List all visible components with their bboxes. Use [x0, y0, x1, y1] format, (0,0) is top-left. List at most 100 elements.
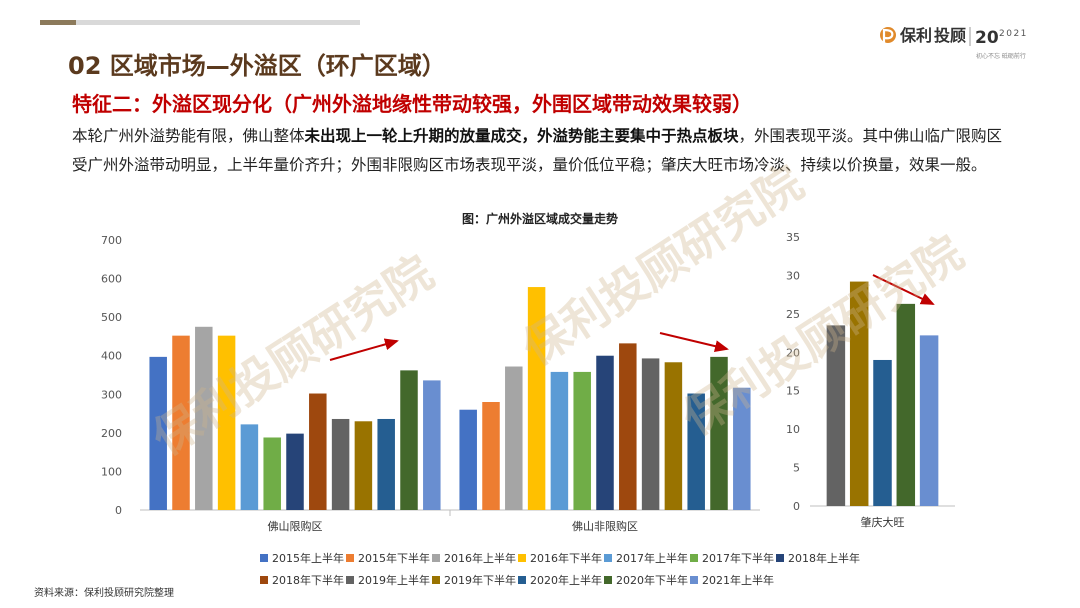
y-tick-label: 30	[786, 269, 800, 282]
legend-swatch	[690, 554, 698, 562]
bar	[505, 366, 523, 510]
bar	[459, 409, 477, 510]
bar	[550, 371, 569, 510]
bar	[919, 335, 939, 506]
y-tick-label: 0	[115, 504, 122, 517]
top-decor-accent	[40, 20, 76, 25]
feature-title: 特征二：外溢区现分化（广州外溢地缘性带动较强，外围区域带动效果较弱）	[72, 92, 752, 116]
legend-swatch	[690, 576, 698, 584]
legend-swatch	[776, 554, 784, 562]
y-tick-label: 0	[793, 500, 800, 513]
brand-logo-slogan: 初心不忘 砥砺前行	[976, 52, 1026, 60]
bar	[687, 393, 705, 510]
bar	[641, 358, 660, 510]
bar	[400, 370, 418, 510]
legend-label: 2020年上半年	[530, 573, 602, 587]
brand-logo-anniversary: 20	[975, 28, 999, 48]
y-tick-label: 25	[786, 308, 800, 321]
legend-swatch	[604, 576, 612, 584]
chart-zhaoqing: 0 5 10 15 20 25 30 35 肇庆大旺	[786, 231, 955, 529]
chart-legend: 2015年上半年 2015年下半年 2016年上半年 2016年下半年 2017年上半年…	[260, 551, 860, 587]
bar	[423, 380, 441, 510]
legend-label: 2018年下半年	[272, 573, 344, 587]
bar	[596, 355, 614, 510]
legend-label: 2021年上半年	[702, 573, 774, 587]
bar	[377, 418, 395, 510]
bar	[527, 287, 546, 510]
bar	[619, 343, 637, 510]
top-decor-bar	[40, 20, 360, 25]
para-text-1: 本轮广州外溢势能有限，佛山整体	[72, 127, 305, 145]
y-tick-label: 10	[786, 423, 800, 436]
para-text-2: ，外围表现平淡。其中佛山临广限购区受广州外溢带动明显，上半年量价齐升；外围非限购…	[72, 127, 1003, 174]
legend-label: 2016年上半年	[444, 551, 516, 565]
bar	[172, 335, 190, 510]
trend-arrows	[329, 274, 935, 361]
bar	[240, 424, 259, 510]
bar	[710, 356, 728, 510]
bar	[482, 402, 500, 510]
y-tick-label: 200	[101, 427, 122, 440]
bar	[331, 418, 350, 510]
brand-logo-year: 2021	[999, 29, 1028, 39]
x-tick-label: 佛山限购区	[268, 519, 323, 533]
legend-label: 2015年下半年	[358, 551, 430, 565]
bar	[354, 421, 373, 510]
y-tick-label: 15	[786, 385, 800, 398]
brand-logo-name: 保利	[899, 26, 932, 45]
bar	[217, 335, 236, 510]
legend-label: 2016年下半年	[530, 551, 602, 565]
y-tick-label: 500	[101, 311, 122, 324]
legend-swatch	[432, 554, 440, 562]
legend-label: 2019年上半年	[358, 573, 430, 587]
bar	[873, 359, 892, 506]
y-tick-label: 100	[101, 465, 122, 478]
legend-swatch	[260, 576, 268, 584]
legend-swatch	[518, 554, 526, 562]
legend-label: 2015年上半年	[272, 551, 344, 565]
y-tick-label: 5	[793, 462, 800, 475]
legend-label: 2020年下半年	[616, 573, 688, 587]
legend-label: 2019年下半年	[444, 573, 516, 587]
bar	[195, 326, 213, 510]
y-tick-label: 20	[786, 346, 800, 359]
trend-arrow-1	[329, 338, 399, 361]
source-note: 资料来源：保利投顾研究院整理	[34, 588, 174, 599]
bar	[733, 387, 751, 510]
bar	[896, 303, 916, 506]
trend-arrow-2	[659, 332, 729, 353]
bar	[573, 371, 591, 510]
bar	[664, 362, 683, 510]
bar	[263, 437, 281, 510]
legend-swatch	[346, 554, 354, 562]
brand-logo-sub: 投顾	[934, 26, 966, 45]
legend-swatch	[346, 576, 354, 584]
legend-label: 2018年上半年	[788, 551, 860, 565]
y-tick-label: 600	[101, 273, 122, 286]
section-title: 02 区域市场—外溢区（环广区域）	[68, 52, 446, 80]
y-tick-label: 300	[101, 388, 122, 401]
brand-logo: 保利 投顾 20 2021 初心不忘 砥砺前行	[880, 26, 1028, 60]
legend-label: 2017年下半年	[702, 551, 774, 565]
y-tick-label: 35	[786, 231, 800, 244]
legend-swatch	[604, 554, 612, 562]
y-tick-label: 400	[101, 350, 122, 363]
x-tick-label: 佛山非限购区	[572, 519, 638, 533]
y-tick-label: 700	[101, 234, 122, 247]
legend-swatch	[518, 576, 526, 584]
para-text-bold: 未出现上一轮上升期的放量成交，外溢势能主要集中于热点板块	[304, 127, 739, 145]
chart-title: 图：广州外溢区域成交量走势	[461, 212, 618, 226]
body-paragraph: 本轮广州外溢势能有限，佛山整体未出现上一轮上升期的放量成交，外溢势能主要集中于热…	[72, 122, 1012, 180]
legend-swatch	[260, 554, 268, 562]
bar	[286, 433, 304, 510]
legend-label: 2017年上半年	[616, 551, 688, 565]
x-tick-label: 肇庆大旺	[861, 515, 905, 529]
bar	[149, 356, 167, 510]
trend-arrow-3	[872, 274, 935, 305]
chart-foshan: 0 100 200 300 400 500 600 700 佛山限购区 佛山非限购区	[101, 234, 760, 533]
bar	[826, 325, 846, 506]
legend-swatch	[432, 576, 440, 584]
bar	[309, 393, 327, 510]
bar	[849, 281, 869, 506]
